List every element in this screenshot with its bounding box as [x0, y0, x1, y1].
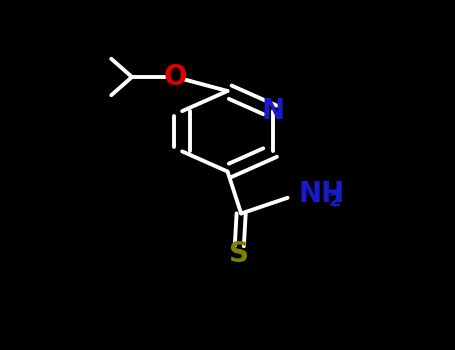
- Text: S: S: [229, 240, 249, 268]
- Text: 2: 2: [329, 192, 341, 210]
- Text: O: O: [163, 63, 187, 91]
- Text: NH: NH: [298, 180, 344, 208]
- Text: N: N: [261, 97, 284, 125]
